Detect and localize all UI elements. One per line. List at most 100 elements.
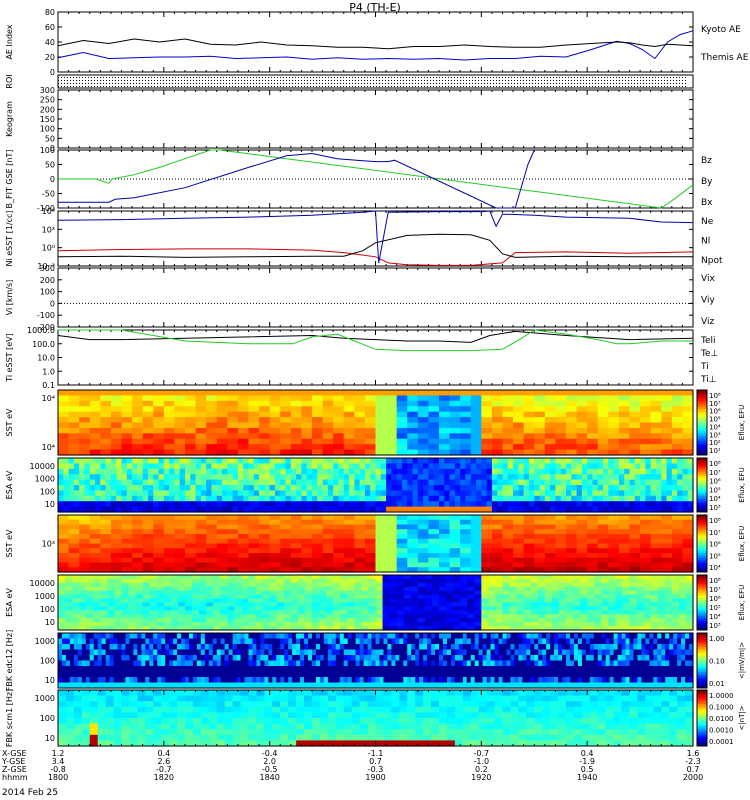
heatmap-cell — [185, 463, 191, 470]
heatmap-cell — [481, 406, 493, 413]
heatmap-cell — [671, 538, 684, 545]
colorbar-tick-label: 10⁷ — [709, 529, 721, 537]
heatmap-cell — [449, 485, 456, 491]
heatmap-cell — [79, 501, 86, 508]
heatmap-cell — [460, 444, 472, 451]
heatmap-cell — [364, 458, 371, 464]
heatmap-cell — [491, 400, 504, 407]
heatmap-cell — [581, 506, 588, 513]
heatmap-cell — [333, 501, 340, 508]
heatmap-cell — [259, 519, 271, 526]
heatmap-cell — [396, 529, 408, 535]
heatmap-cell — [523, 395, 535, 402]
heatmap-cell — [200, 495, 207, 502]
heatmap-cell — [312, 390, 324, 397]
heatmap-cell — [135, 575, 144, 580]
heatmap-cell — [248, 598, 257, 604]
roi-dot — [226, 86, 227, 87]
roi-dot — [658, 83, 659, 84]
heatmap-cell — [259, 534, 271, 540]
heatmap-cell — [354, 557, 366, 564]
heatmap-cell — [618, 468, 625, 475]
heatmap-cell — [58, 463, 64, 470]
heatmap-cell — [444, 458, 451, 464]
y-tick-label: 1000.0 — [27, 326, 55, 335]
roi-dot — [592, 86, 593, 87]
colorbar-cell — [697, 548, 707, 552]
heatmap-cell — [170, 598, 179, 604]
heatmap-cell — [391, 501, 398, 508]
heatmap-cell — [671, 395, 684, 402]
roi-dot — [85, 80, 86, 81]
heatmap-cell — [566, 548, 578, 554]
heatmap-cell — [597, 438, 609, 445]
heatmap-cell — [507, 495, 514, 502]
heatmap-cell — [640, 395, 652, 402]
heatmap-cell — [661, 444, 673, 451]
heatmap-cell — [153, 524, 165, 530]
roi-dot — [109, 83, 110, 84]
heatmap-cell — [93, 575, 101, 580]
roi-dot — [142, 83, 143, 84]
heatmap-cell — [375, 519, 387, 526]
heatmap-cell — [433, 506, 440, 513]
heatmap-cell — [682, 534, 694, 540]
heatmap-cell — [470, 567, 482, 573]
heatmap-cell — [79, 417, 91, 424]
heatmap-cell — [544, 524, 557, 530]
heatmap-cell — [476, 474, 482, 481]
heatmap-cell — [645, 468, 652, 475]
roi-dot — [682, 83, 683, 84]
roi-dot — [505, 80, 506, 81]
heatmap-cell — [502, 557, 514, 564]
heatmap-cell — [671, 490, 678, 497]
heatmap-cell — [502, 490, 509, 497]
heatmap-cell — [386, 411, 398, 418]
heatmap-cell — [481, 417, 493, 424]
heatmap-cell — [481, 529, 493, 535]
heatmap-cell — [301, 501, 308, 508]
heatmap-cell — [655, 495, 662, 502]
heatmap-cell — [114, 586, 123, 592]
heatmap-cell — [132, 548, 144, 554]
heatmap-cell — [100, 590, 108, 596]
roi-dot — [214, 80, 215, 81]
heatmap-cell — [343, 444, 355, 451]
heatmap-cell — [312, 626, 320, 631]
heatmap-cell — [608, 474, 615, 481]
heatmap-cell — [174, 515, 186, 521]
heatmap-cell — [354, 427, 366, 434]
heatmap-cell — [220, 575, 228, 580]
roi-dot — [658, 77, 659, 78]
heatmap-cell — [73, 495, 80, 502]
roi-dot — [172, 80, 173, 81]
heatmap-cell — [128, 602, 137, 608]
heatmap-cell — [121, 519, 133, 526]
heatmap-cell — [169, 490, 176, 497]
heatmap-cell — [110, 534, 123, 540]
heatmap-cell — [319, 606, 327, 611]
heatmap-cell — [110, 515, 123, 521]
heatmap-cell — [227, 562, 239, 568]
heatmap-cell — [237, 495, 244, 502]
heatmap-cell — [327, 495, 334, 502]
heatmap-cell — [206, 519, 218, 526]
heatmap-cell — [317, 463, 324, 470]
heatmap-cell — [624, 458, 631, 464]
roi-dot — [232, 86, 233, 87]
roi-dot — [643, 83, 644, 84]
heatmap-cell — [428, 490, 435, 497]
heatmap-cell — [301, 548, 313, 554]
roi-dot — [598, 77, 599, 78]
roi-dot — [502, 83, 503, 84]
heatmap-cell — [544, 463, 551, 470]
roi-dot — [601, 83, 602, 84]
heatmap-cell — [142, 626, 151, 631]
heatmap-cell — [386, 490, 392, 497]
heatmap-cell — [650, 417, 662, 424]
heatmap-cell — [333, 543, 345, 549]
heatmap-cell — [280, 449, 292, 456]
heatmap-cell — [460, 449, 472, 456]
roi-dot — [91, 83, 92, 84]
heatmap-cell — [68, 534, 80, 540]
